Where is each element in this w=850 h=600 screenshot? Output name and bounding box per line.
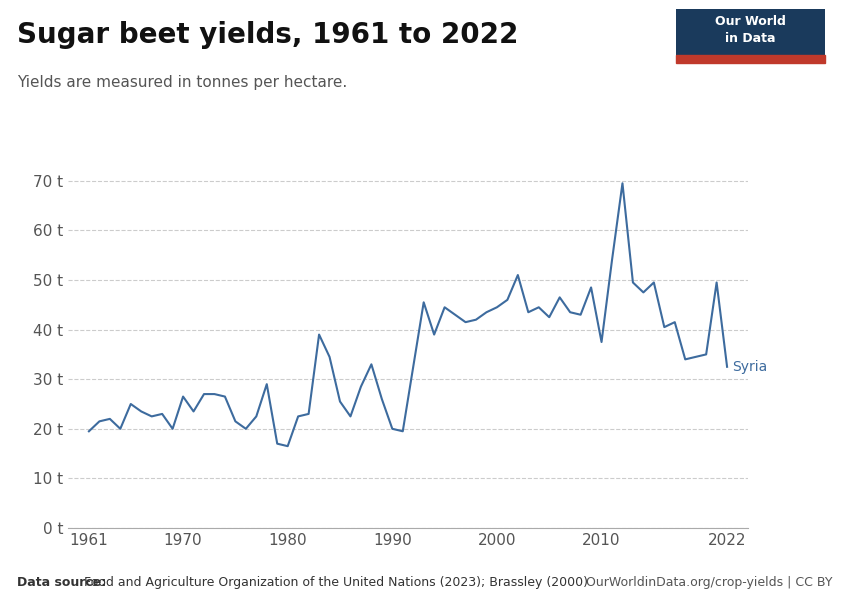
Text: Sugar beet yields, 1961 to 2022: Sugar beet yields, 1961 to 2022 [17,21,518,49]
Text: Syria: Syria [733,360,768,374]
Text: Yields are measured in tonnes per hectare.: Yields are measured in tonnes per hectar… [17,75,348,90]
Text: Food and Agriculture Organization of the United Nations (2023); Brassley (2000): Food and Agriculture Organization of the… [84,576,588,589]
Bar [676,55,824,63]
Text: OurWorldinData.org/crop-yields | CC BY: OurWorldinData.org/crop-yields | CC BY [586,576,833,589]
Text: Our World
in Data: Our World in Data [715,14,785,44]
Text: Data source:: Data source: [17,576,110,589]
